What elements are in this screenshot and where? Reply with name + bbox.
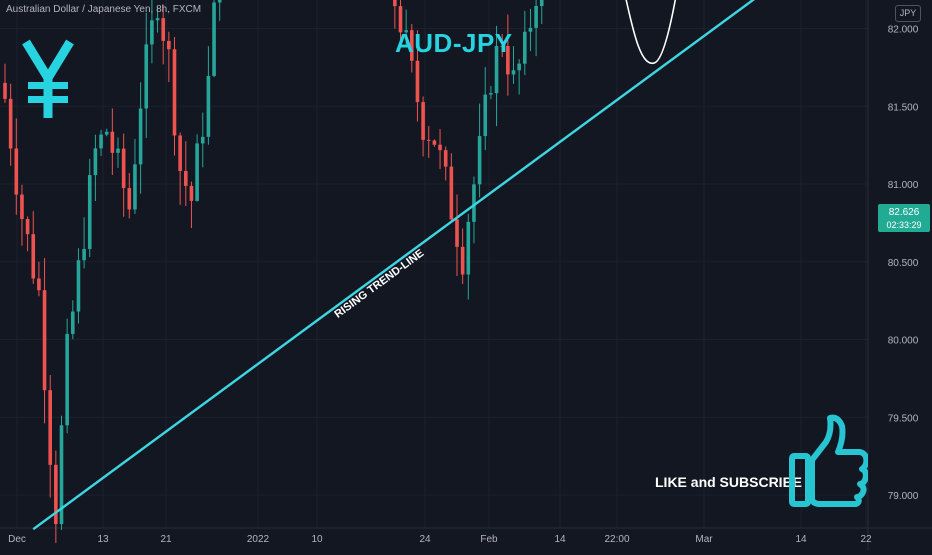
- currency-badge[interactable]: JPY: [895, 5, 921, 22]
- candle-body: [460, 246, 465, 275]
- symbol-header: Australian Dollar / Japanese Yen, 8h, FX…: [6, 4, 202, 15]
- candle-body: [500, 45, 504, 47]
- candle-body: [37, 278, 41, 291]
- candle-body: [93, 148, 98, 176]
- x-tick-label: 22: [860, 534, 872, 545]
- candle-body: [25, 218, 30, 235]
- yen-icon: [22, 39, 74, 118]
- last-price: 82.626: [888, 207, 920, 218]
- candle-body: [528, 27, 533, 32]
- candle-body: [172, 49, 177, 136]
- candle-body: [206, 75, 211, 137]
- candle-body: [517, 63, 521, 71]
- candle-body: [104, 131, 109, 135]
- y-tick-label: 81.000: [888, 180, 919, 191]
- candle-body: [511, 70, 516, 75]
- candle-body: [54, 464, 58, 525]
- candle-body: [398, 6, 403, 33]
- candle-body: [410, 30, 414, 61]
- candle-body: [99, 134, 103, 149]
- y-tick-label: 81.500: [888, 102, 919, 113]
- candle-body: [421, 102, 425, 140]
- candle-body: [59, 425, 64, 525]
- x-tick-label: 14: [554, 534, 566, 545]
- candle-body: [195, 143, 199, 201]
- candle-body: [415, 60, 420, 103]
- candle-body: [121, 148, 126, 189]
- candle-body: [455, 219, 459, 247]
- candle-body: [138, 108, 143, 165]
- candle-body: [87, 175, 92, 249]
- candle-body: [71, 311, 75, 334]
- rising-trendline: [32, 0, 755, 531]
- candle-body: [212, 2, 216, 76]
- candle-body: [483, 94, 488, 137]
- x-tick-label: 10: [311, 534, 323, 545]
- candle-body: [127, 188, 132, 210]
- candle-body: [393, 0, 397, 7]
- candle-body: [3, 82, 7, 99]
- candle-body: [472, 184, 476, 222]
- candle-body: [116, 148, 120, 153]
- x-tick-label: 13: [97, 534, 109, 545]
- candle-body: [14, 148, 19, 195]
- rising-trendline-label: RISING TREND-LINE: [332, 247, 426, 320]
- y-tick-label: 79.000: [888, 491, 919, 502]
- candle-body: [449, 166, 454, 220]
- x-tick-label: Dec: [8, 534, 26, 545]
- candle-body: [443, 150, 448, 167]
- candle-body: [178, 135, 182, 172]
- candle-body: [539, 0, 544, 7]
- like-subscribe-text: LIKE and SUBSCRIBE: [655, 474, 803, 490]
- x-tick-label: Mar: [695, 534, 713, 545]
- candle-body: [466, 221, 471, 275]
- x-tick-label: 2022: [247, 534, 270, 545]
- last-price-tag: 82.626 02:33:29: [878, 204, 930, 232]
- y-tick-label: 80.000: [888, 336, 919, 347]
- bar-countdown: 02:33:29: [886, 220, 922, 230]
- projection-arrow: [625, 0, 677, 64]
- candle-body: [523, 31, 527, 64]
- x-tick-label: 24: [419, 534, 431, 545]
- candle-body: [76, 260, 81, 312]
- candle-body: [189, 185, 194, 201]
- candle-body: [65, 333, 69, 426]
- candle-body: [167, 40, 171, 50]
- y-tick-label: 82.000: [888, 25, 919, 36]
- candle-body: [426, 139, 431, 141]
- candle-body: [150, 20, 154, 45]
- candle-body: [42, 290, 47, 391]
- candle-body: [110, 131, 115, 153]
- candle-body: [48, 390, 52, 465]
- candle-body: [82, 248, 86, 261]
- candle-body: [489, 93, 493, 95]
- candle-body: [200, 136, 205, 144]
- x-tick-label: 14: [795, 534, 807, 545]
- y-tick-label: 79.500: [888, 413, 919, 424]
- candle-body: [217, 0, 222, 3]
- candle-body: [20, 194, 24, 219]
- chart-title: AUD-JPY: [395, 28, 513, 58]
- candle-body: [144, 44, 149, 109]
- candle-body: [506, 46, 510, 75]
- candle-body: [184, 171, 188, 186]
- candle-body: [477, 136, 482, 185]
- x-tick-label: 21: [160, 534, 172, 545]
- x-tick-label: 22:00: [604, 534, 629, 545]
- candle-body: [155, 18, 160, 21]
- candle-body: [404, 30, 408, 33]
- candle-body: [8, 98, 13, 149]
- candle-body: [534, 6, 538, 28]
- candle-body: [133, 164, 137, 210]
- x-tick-label: Feb: [480, 534, 498, 545]
- candle-body: [31, 234, 36, 279]
- y-tick-label: 80.500: [888, 258, 919, 269]
- candle-body: [432, 140, 437, 145]
- candle-body: [494, 45, 499, 94]
- candle-body: [161, 18, 165, 41]
- thumbs-up-icon: [789, 414, 868, 507]
- candle-body: [438, 144, 442, 151]
